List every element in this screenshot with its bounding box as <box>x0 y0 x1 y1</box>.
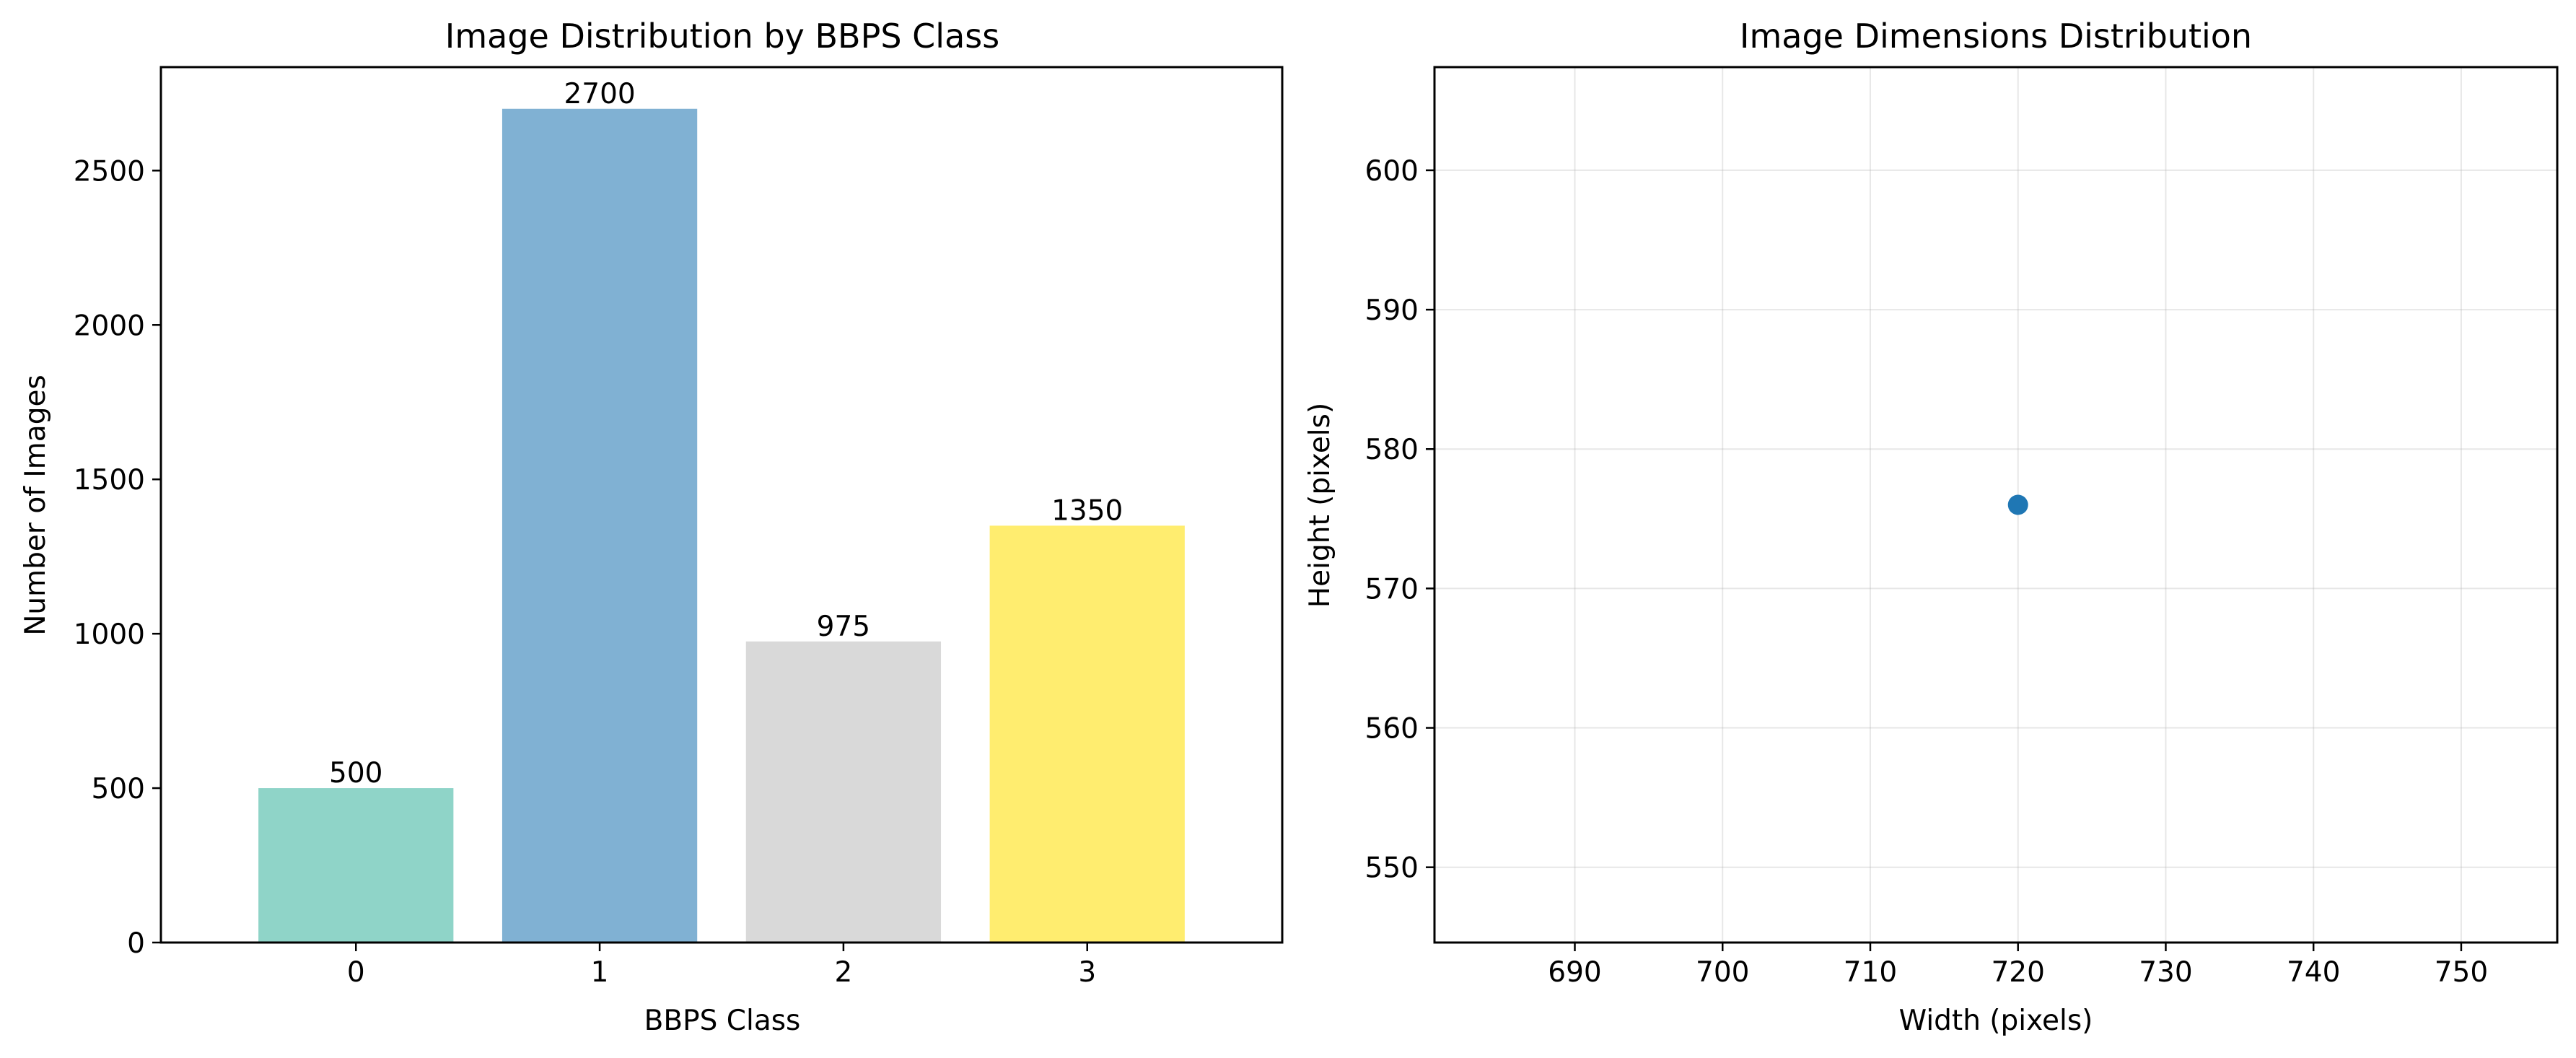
bar-y-tick-label: 0 <box>127 927 145 960</box>
bar-x-tick-label: 0 <box>347 956 365 989</box>
scatter-x-tick-label: 740 <box>2287 956 2340 989</box>
scatter-chart-frame <box>1433 66 2559 944</box>
scatter-x-tick-label: 690 <box>1548 956 1601 989</box>
scatter-chart: Image Dimensions Distribution 690 700 710 7… <box>1304 17 2559 1037</box>
bar-data-label: 975 <box>817 611 870 643</box>
scatter-x-tick-label: 710 <box>1844 956 1897 989</box>
bar-y-tick-label: 2000 <box>74 310 145 342</box>
scatter-y-tick-label: 600 <box>1365 155 1419 188</box>
scatter-chart-points <box>2007 494 2028 515</box>
scatter-chart-y-axis-label: Height (pixels) <box>1304 403 1336 608</box>
scatter-point <box>2007 494 2028 515</box>
bar-data-label: 2700 <box>564 78 635 110</box>
scatter-y-tick-label: 590 <box>1365 294 1419 327</box>
bar-0 <box>258 788 454 943</box>
bar-x-tick-label: 1 <box>591 956 609 989</box>
scatter-chart-x-axis-label: Width (pixels) <box>1899 1005 2093 1037</box>
bar-data-label: 1350 <box>1051 494 1123 527</box>
bar-3 <box>989 525 1185 943</box>
scatter-y-tick-label: 550 <box>1365 852 1419 885</box>
bar-2 <box>745 641 942 943</box>
bar-chart-bars: 500 2700 975 1350 <box>258 78 1185 943</box>
scatter-x-tick-label: 730 <box>2139 956 2192 989</box>
scatter-chart-y-ticks: 550 560 570 580 590 600 <box>1365 155 1434 885</box>
scatter-y-tick-label: 570 <box>1365 573 1419 605</box>
bar-y-tick-label: 2500 <box>74 155 145 188</box>
bar-chart-y-axis-label: Number of Images <box>19 375 52 636</box>
scatter-x-tick-label: 720 <box>1991 956 2044 989</box>
bar-chart-y-ticks: 0 500 1000 1500 2000 2500 <box>74 155 161 960</box>
bar-x-tick-label: 2 <box>834 956 852 989</box>
scatter-chart-x-ticks: 690 700 710 720 730 740 750 <box>1548 943 2488 989</box>
scatter-x-tick-label: 750 <box>2435 956 2488 989</box>
scatter-y-tick-label: 560 <box>1365 713 1419 746</box>
bar-y-tick-label: 500 <box>92 773 145 805</box>
scatter-y-tick-label: 580 <box>1365 434 1419 466</box>
bar-y-tick-label: 1000 <box>74 618 145 651</box>
bar-chart-x-ticks: 0 1 2 3 <box>347 943 1096 989</box>
scatter-x-tick-label: 700 <box>1696 956 1749 989</box>
bar-chart-frame <box>159 66 1284 944</box>
bar-chart-x-axis-label: BBPS Class <box>644 1005 801 1037</box>
scatter-chart-title: Image Dimensions Distribution <box>1740 17 2252 56</box>
bar-chart-title: Image Distribution by BBPS Class <box>445 17 999 56</box>
bar-y-tick-label: 1500 <box>74 464 145 497</box>
bar-x-tick-label: 3 <box>1078 956 1096 989</box>
bar-1 <box>501 108 698 943</box>
bar-chart: Image Distribution by BBPS Class 500 2700… <box>19 17 1284 1037</box>
scatter-chart-grid <box>1434 67 2557 943</box>
bar-data-label: 500 <box>329 757 382 790</box>
